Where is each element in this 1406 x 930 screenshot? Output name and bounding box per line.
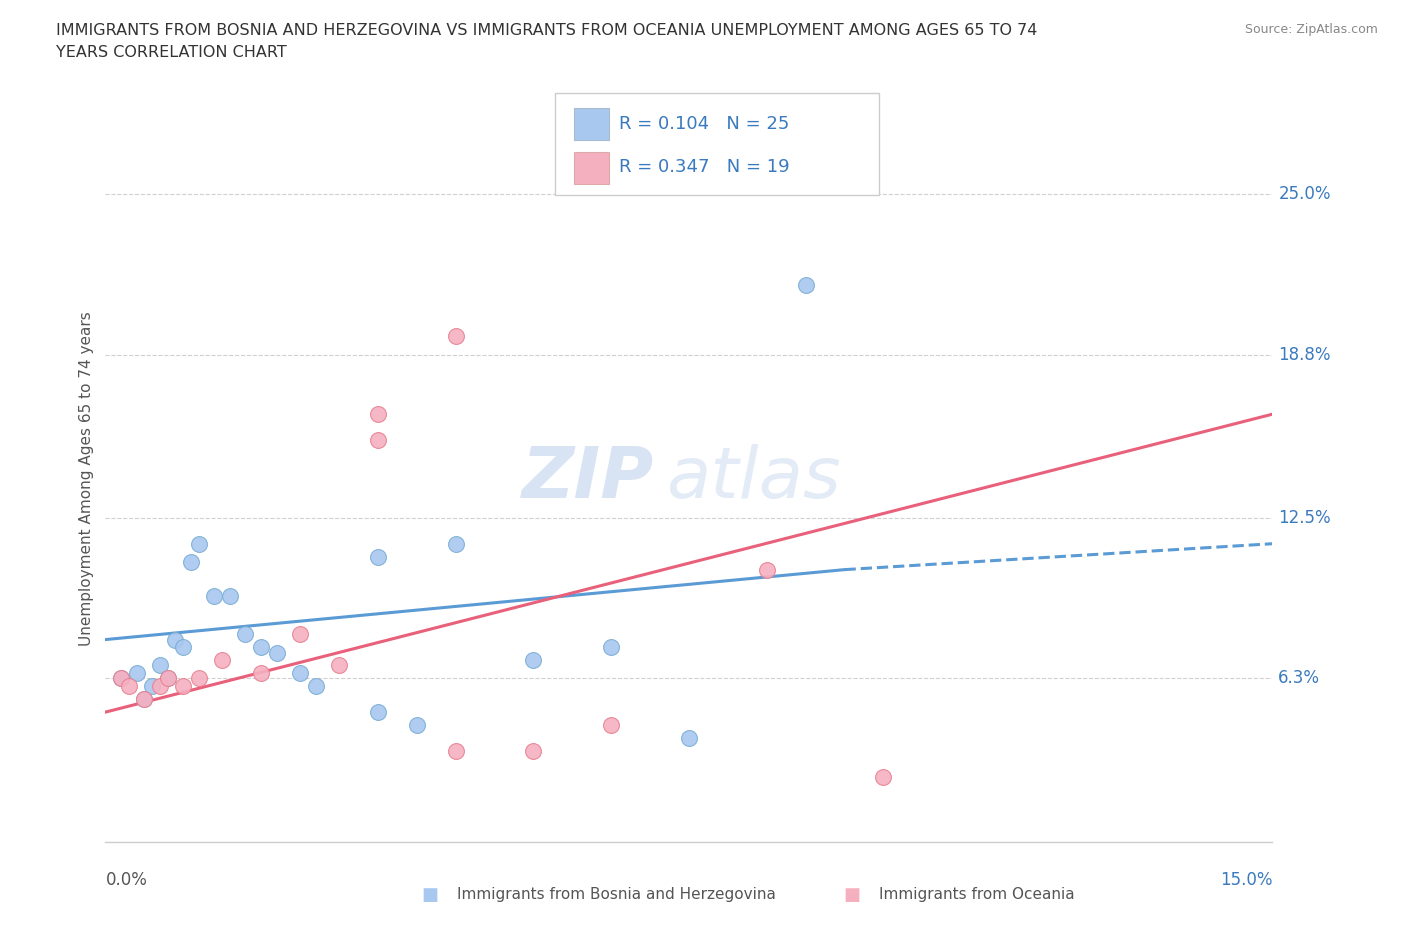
Point [444,744,467,759]
Point [250,640,273,655]
Point [522,744,544,759]
Point [134,692,156,707]
Point [266,645,288,660]
Point [794,277,817,292]
Point [172,679,194,694]
Point [288,627,311,642]
Point [202,588,225,603]
Point [211,653,233,668]
Point [755,562,778,577]
Point [149,679,172,694]
Point [219,588,242,603]
Text: ■: ■ [422,885,439,904]
Text: 12.5%: 12.5% [1278,509,1331,526]
Text: atlas: atlas [665,445,841,513]
Point [367,705,389,720]
Point [149,658,172,673]
Point [235,627,257,642]
Point [156,671,179,686]
Point [522,653,544,668]
Point [444,537,467,551]
Point [110,671,132,686]
Text: 15.0%: 15.0% [1220,870,1272,889]
Text: Immigrants from Oceania: Immigrants from Oceania [879,887,1074,902]
Point [180,554,202,569]
Point [187,537,209,551]
Point [134,692,156,707]
Point [110,671,132,686]
Text: ■: ■ [844,885,860,904]
Text: 6.3%: 6.3% [1278,670,1320,687]
Point [328,658,350,673]
Point [367,432,389,447]
Y-axis label: Unemployment Among Ages 65 to 74 years: Unemployment Among Ages 65 to 74 years [79,312,94,646]
Point [600,718,623,733]
Point [288,666,311,681]
Point [872,769,894,784]
Point [600,640,623,655]
Text: Source: ZipAtlas.com: Source: ZipAtlas.com [1244,23,1378,36]
Point [141,679,163,694]
Text: 18.8%: 18.8% [1278,346,1330,364]
Point [405,718,427,733]
Text: ZIP: ZIP [522,445,654,513]
Point [444,329,467,344]
Text: R = 0.104   N = 25: R = 0.104 N = 25 [619,114,789,133]
Point [187,671,209,686]
Point [250,666,273,681]
Point [304,679,326,694]
Point [125,666,148,681]
Text: 25.0%: 25.0% [1278,185,1330,203]
Point [118,679,141,694]
Text: R = 0.347   N = 19: R = 0.347 N = 19 [619,158,789,177]
Point [678,731,700,746]
Text: 0.0%: 0.0% [105,870,148,889]
Point [156,671,179,686]
Text: YEARS CORRELATION CHART: YEARS CORRELATION CHART [56,45,287,60]
Point [367,550,389,565]
Text: Immigrants from Bosnia and Herzegovina: Immigrants from Bosnia and Herzegovina [457,887,776,902]
Point [367,406,389,421]
Point [172,640,194,655]
Text: IMMIGRANTS FROM BOSNIA AND HERZEGOVINA VS IMMIGRANTS FROM OCEANIA UNEMPLOYMENT A: IMMIGRANTS FROM BOSNIA AND HERZEGOVINA V… [56,23,1038,38]
Point [165,632,187,647]
